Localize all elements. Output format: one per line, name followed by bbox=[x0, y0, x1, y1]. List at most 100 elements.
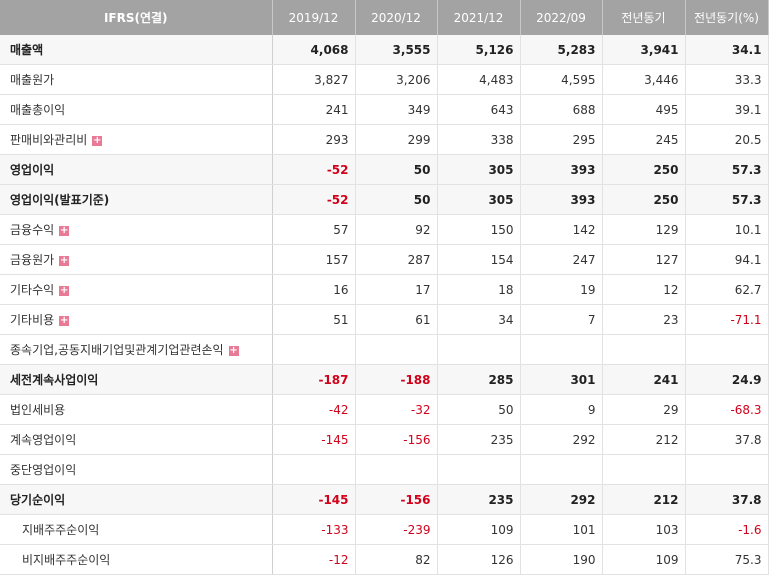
value-cell: 29 bbox=[602, 394, 686, 425]
value-cell: -32 bbox=[355, 394, 438, 425]
header-cell: 2022/09 bbox=[520, 0, 603, 35]
value-cell: 126 bbox=[437, 544, 521, 575]
table-row: 매출총이익 241 349 643 688 495 39.1 bbox=[0, 94, 769, 125]
table-row: 중단영업이익 bbox=[0, 454, 769, 485]
value-cell: 24.9 bbox=[685, 364, 769, 395]
value-cell: 18 bbox=[437, 274, 521, 305]
row-label-text: 매출총이익 bbox=[10, 103, 66, 117]
row-label-text: 중단영업이익 bbox=[10, 463, 77, 477]
table-row: 법인세비용 -42 -32 50 9 29 -68.3 bbox=[0, 394, 769, 425]
value-cell: 3,206 bbox=[355, 64, 438, 95]
value-cell: -12 bbox=[272, 544, 356, 575]
value-cell: 9 bbox=[520, 394, 603, 425]
expand-button[interactable]: + bbox=[59, 314, 70, 326]
value-cell: 235 bbox=[437, 424, 521, 455]
value-cell: 39.1 bbox=[685, 94, 769, 125]
value-cell: 129 bbox=[602, 214, 686, 245]
row-label-text: 금융수익 bbox=[10, 223, 55, 237]
row-label: 영업이익(발표기준) bbox=[0, 184, 273, 215]
value-cell: -71.1 bbox=[685, 304, 769, 335]
header-cell: IFRS(연결) bbox=[0, 0, 273, 35]
value-cell: 241 bbox=[272, 94, 356, 125]
value-cell: 305 bbox=[437, 184, 521, 215]
value-cell: 3,941 bbox=[602, 35, 686, 65]
value-cell: 82 bbox=[355, 544, 438, 575]
header-cell: 전년동기 bbox=[602, 0, 686, 35]
header-cell: 전년동기(%) bbox=[685, 0, 769, 35]
value-cell: 33.3 bbox=[685, 64, 769, 95]
value-cell bbox=[520, 334, 603, 365]
value-cell: 293 bbox=[272, 124, 356, 155]
table-row: 기타수익 +16 17 18 19 12 62.7 bbox=[0, 274, 769, 305]
row-label-text: 영업이익 bbox=[10, 163, 55, 177]
value-cell: -239 bbox=[355, 514, 438, 545]
value-cell: 37.8 bbox=[685, 424, 769, 455]
value-cell bbox=[602, 454, 686, 485]
value-cell: 34 bbox=[437, 304, 521, 335]
value-cell: 50 bbox=[437, 394, 521, 425]
value-cell: 299 bbox=[355, 124, 438, 155]
row-label-text: 법인세비용 bbox=[10, 403, 66, 417]
row-label-text: 영업이익(발표기준) bbox=[10, 193, 110, 207]
expand-button[interactable]: + bbox=[59, 284, 70, 296]
header-cell: 2021/12 bbox=[437, 0, 521, 35]
row-label: 종속기업,공동지배기업및관계기업관련손익 + bbox=[0, 334, 273, 365]
value-cell: 393 bbox=[520, 184, 603, 215]
value-cell: 301 bbox=[520, 364, 603, 395]
expand-button[interactable]: + bbox=[59, 224, 70, 236]
value-cell: 190 bbox=[520, 544, 603, 575]
row-label: 매출액 bbox=[0, 35, 273, 65]
value-cell: 61 bbox=[355, 304, 438, 335]
value-cell: 292 bbox=[520, 424, 603, 455]
header-cell: 2020/12 bbox=[355, 0, 438, 35]
value-cell: 241 bbox=[602, 364, 686, 395]
row-label-text: 매출액 bbox=[10, 43, 44, 57]
expand-button[interactable]: + bbox=[228, 344, 239, 356]
value-cell: 20.5 bbox=[685, 124, 769, 155]
value-cell: 3,827 bbox=[272, 64, 356, 95]
value-cell: 51 bbox=[272, 304, 356, 335]
row-label: 당기순이익 bbox=[0, 484, 273, 515]
row-label-text: 비지배주주순이익 bbox=[22, 553, 111, 567]
row-label: 영업이익 bbox=[0, 154, 273, 185]
value-cell: -145 bbox=[272, 484, 356, 515]
value-cell: -156 bbox=[355, 484, 438, 515]
value-cell: 57.3 bbox=[685, 154, 769, 185]
value-cell: 4,595 bbox=[520, 64, 603, 95]
table-row: 당기순이익 -145 -156 235 292 212 37.8 bbox=[0, 484, 769, 515]
row-label: 비지배주주순이익 bbox=[0, 544, 273, 575]
value-cell bbox=[437, 334, 521, 365]
table-row: 계속영업이익 -145 -156 235 292 212 37.8 bbox=[0, 424, 769, 455]
value-cell: 12 bbox=[602, 274, 686, 305]
value-cell bbox=[602, 334, 686, 365]
value-cell: -133 bbox=[272, 514, 356, 545]
row-label-text: 금융원가 bbox=[10, 253, 55, 267]
value-cell: 305 bbox=[437, 154, 521, 185]
value-cell: 292 bbox=[520, 484, 603, 515]
value-cell: 393 bbox=[520, 154, 603, 185]
value-cell bbox=[355, 454, 438, 485]
table-row: 기타비용 +51 61 34 7 23 -71.1 bbox=[0, 304, 769, 335]
table-row: 영업이익 -52 50 305 393 250 57.3 bbox=[0, 154, 769, 185]
value-cell: -42 bbox=[272, 394, 356, 425]
row-label-text: 기타수익 bbox=[10, 283, 55, 297]
value-cell: 7 bbox=[520, 304, 603, 335]
value-cell: 57.3 bbox=[685, 184, 769, 215]
expand-button[interactable]: + bbox=[59, 254, 70, 266]
value-cell: 10.1 bbox=[685, 214, 769, 245]
row-label: 매출총이익 bbox=[0, 94, 273, 125]
table-row: 매출액 4,068 3,555 5,126 5,283 3,941 34.1 bbox=[0, 35, 769, 65]
value-cell: 23 bbox=[602, 304, 686, 335]
row-label: 판매비와관리비 + bbox=[0, 124, 273, 155]
value-cell: -188 bbox=[355, 364, 438, 395]
expand-button[interactable]: + bbox=[92, 134, 103, 146]
value-cell: 50 bbox=[355, 154, 438, 185]
value-cell: 287 bbox=[355, 244, 438, 275]
row-label-text: 기타비용 bbox=[10, 313, 55, 327]
table-row: 금융수익 +57 92 150 142 129 10.1 bbox=[0, 214, 769, 245]
row-label-text: 종속기업,공동지배기업및관계기업관련손익 bbox=[10, 343, 224, 357]
value-cell: 109 bbox=[602, 544, 686, 575]
value-cell: 285 bbox=[437, 364, 521, 395]
value-cell: 212 bbox=[602, 424, 686, 455]
